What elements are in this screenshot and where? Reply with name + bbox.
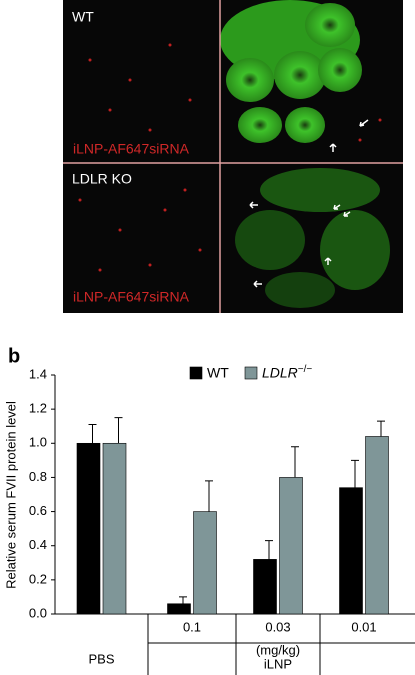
- y-tick-label: 0.2: [29, 571, 47, 586]
- y-axis-label: Relative serum FVII protein level: [3, 401, 18, 589]
- y-tick-label: 0.4: [29, 537, 47, 552]
- legend-label: LDLR−/−: [262, 364, 312, 381]
- legend-swatch: [244, 366, 258, 380]
- bar: [193, 511, 217, 615]
- error-bar: [179, 596, 187, 604]
- x-tick-label: 0.03: [265, 619, 290, 634]
- red-dots: [78, 43, 382, 272]
- image-label: WT: [72, 9, 94, 25]
- micrographs: WT iLNP-AF647siRNA LDLR KO iLNP-AF647siR…: [63, 0, 403, 313]
- image-label: iLNP-AF647siRNA: [73, 289, 190, 305]
- y-tick-label: 0.0: [29, 605, 47, 620]
- error-bar: [291, 446, 299, 478]
- x-tick-label: 0.1: [183, 619, 201, 634]
- bar: [339, 487, 363, 615]
- error-bar: [88, 424, 97, 444]
- image-label: iLNP-AF647siRNA: [73, 141, 190, 157]
- error-bar: [114, 417, 123, 444]
- y-tick-label: 1.2: [29, 401, 47, 416]
- y-tick-label: 0.8: [29, 469, 47, 484]
- x-tick-label: PBS: [88, 651, 114, 666]
- error-bar: [265, 540, 273, 560]
- legend-superscript: −/−: [298, 364, 313, 375]
- bar: [102, 442, 127, 615]
- bar: [253, 559, 277, 615]
- legend-label: WT: [207, 365, 229, 381]
- bar: [167, 603, 191, 615]
- arrows: [249, 119, 369, 288]
- y-tick-label: 1.4: [29, 366, 47, 381]
- x-axis-label: iLNP: [264, 656, 292, 671]
- bar: [279, 477, 303, 615]
- x-axis-unit: (mg/kg): [256, 642, 300, 657]
- legend-swatch: [189, 366, 203, 380]
- bar: [76, 442, 101, 615]
- panel-label: b: [8, 345, 20, 367]
- x-tick-label: 0.01: [351, 619, 376, 634]
- image-label: LDLR KO: [72, 171, 132, 187]
- error-bar: [205, 480, 213, 512]
- green-cells: [220, 0, 390, 308]
- bar: [365, 436, 389, 615]
- y-tick-label: 0.6: [29, 503, 47, 518]
- bar-chart: 0.0 0.2 0.4 0.6 0.8 1.0 1.2 1.4 PBS 0.1 0.03 0.01 (m…: [29, 364, 415, 675]
- error-bar: [351, 459, 359, 488]
- y-tick-label: 1.0: [29, 435, 47, 450]
- error-bar: [377, 420, 385, 437]
